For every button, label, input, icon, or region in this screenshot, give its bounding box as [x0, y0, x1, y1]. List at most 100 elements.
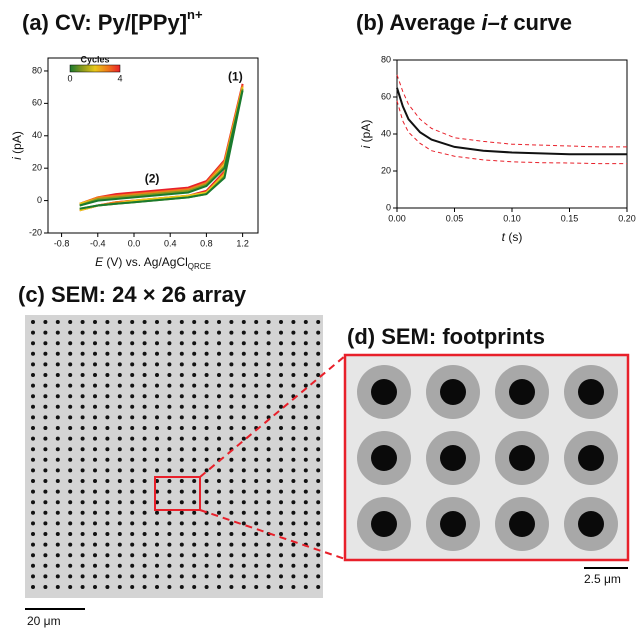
pore: [68, 542, 73, 547]
pore: [217, 394, 221, 399]
pore: [316, 373, 321, 377]
pore: [204, 479, 209, 483]
pore: [117, 489, 122, 494]
pore: [316, 468, 321, 473]
pore: [291, 447, 296, 452]
pore: [93, 341, 97, 346]
pore: [229, 351, 234, 356]
pore: [43, 553, 48, 558]
pore: [155, 457, 159, 462]
pore: [93, 563, 97, 568]
pore: [117, 479, 122, 483]
pore: [105, 415, 110, 420]
pore: [167, 383, 172, 388]
pore: [192, 585, 197, 589]
pore: [291, 489, 296, 494]
pore: [167, 500, 172, 505]
pore: [192, 330, 197, 335]
pore: [303, 341, 308, 346]
scale-bar-label: 2.5 μm: [584, 572, 621, 586]
pore: [167, 521, 172, 526]
pore: [117, 320, 122, 324]
pore: [241, 362, 246, 367]
pore: [217, 330, 221, 335]
pore: [241, 426, 246, 430]
pore: [241, 500, 246, 505]
pore: [179, 489, 184, 494]
pore: [204, 362, 209, 367]
pore: [279, 479, 283, 483]
pore: [179, 542, 184, 547]
pore: [303, 521, 308, 526]
y-tick-label: 20: [381, 165, 391, 175]
sem-image-d: [345, 355, 628, 560]
y-tick-label: 0: [37, 195, 42, 205]
x-label-text: (V) vs. Ag/AgCl: [103, 255, 188, 269]
pore: [204, 500, 209, 505]
pore: [179, 553, 184, 558]
pore: [130, 394, 135, 399]
title-text: curve: [507, 10, 572, 35]
y-tick-label: 40: [32, 130, 42, 140]
pore: [279, 394, 283, 399]
pore: [142, 479, 147, 483]
pore: [192, 521, 197, 526]
y-label-symbol: i: [359, 145, 373, 148]
pore: [43, 585, 48, 589]
pore: [254, 532, 259, 536]
pore: [254, 394, 259, 399]
pore: [142, 563, 147, 568]
pore: [80, 373, 85, 377]
pore: [229, 468, 234, 473]
pore: [142, 553, 147, 558]
pore: [142, 468, 147, 473]
pore: [179, 500, 184, 505]
pore: [229, 415, 234, 420]
pore: [192, 373, 197, 377]
pore: [142, 521, 147, 526]
pore: [279, 351, 283, 356]
pore: [130, 574, 135, 579]
pore: [31, 574, 35, 579]
pore: [179, 415, 184, 420]
pore: [241, 574, 246, 579]
title-italic: i–t: [482, 10, 509, 35]
pore: [192, 479, 197, 483]
pore: [105, 351, 110, 356]
y-tick-label: 20: [32, 163, 42, 173]
pore: [303, 426, 308, 430]
pore: [291, 383, 296, 388]
pore: [316, 330, 321, 335]
pore: [192, 404, 197, 409]
series-line: [79, 85, 244, 212]
pore: [229, 426, 234, 430]
pore: [254, 521, 259, 526]
pore: [43, 362, 48, 367]
pore: [316, 457, 321, 462]
pore: [167, 373, 172, 377]
pore: [105, 489, 110, 494]
pore: [266, 426, 271, 430]
pore: [217, 521, 221, 526]
pore: [142, 351, 147, 356]
pore: [130, 457, 135, 462]
pore: [55, 489, 60, 494]
pore: [80, 341, 85, 346]
pore: [43, 436, 48, 441]
pore: [31, 468, 35, 473]
panel-d-title: (d) SEM: footprints: [347, 324, 545, 349]
pore: [266, 320, 271, 324]
pore: [291, 563, 296, 568]
pore: [80, 489, 85, 494]
pore: [130, 489, 135, 494]
pore: [155, 510, 159, 515]
pore: [80, 320, 85, 324]
x-label-symbol: t: [502, 230, 506, 244]
pore: [142, 426, 147, 430]
pore: [241, 447, 246, 452]
pore: [93, 510, 97, 515]
x-label-symbol: E: [95, 255, 104, 269]
pore: [105, 373, 110, 377]
pore: [93, 362, 97, 367]
footprint-core: [578, 511, 604, 537]
